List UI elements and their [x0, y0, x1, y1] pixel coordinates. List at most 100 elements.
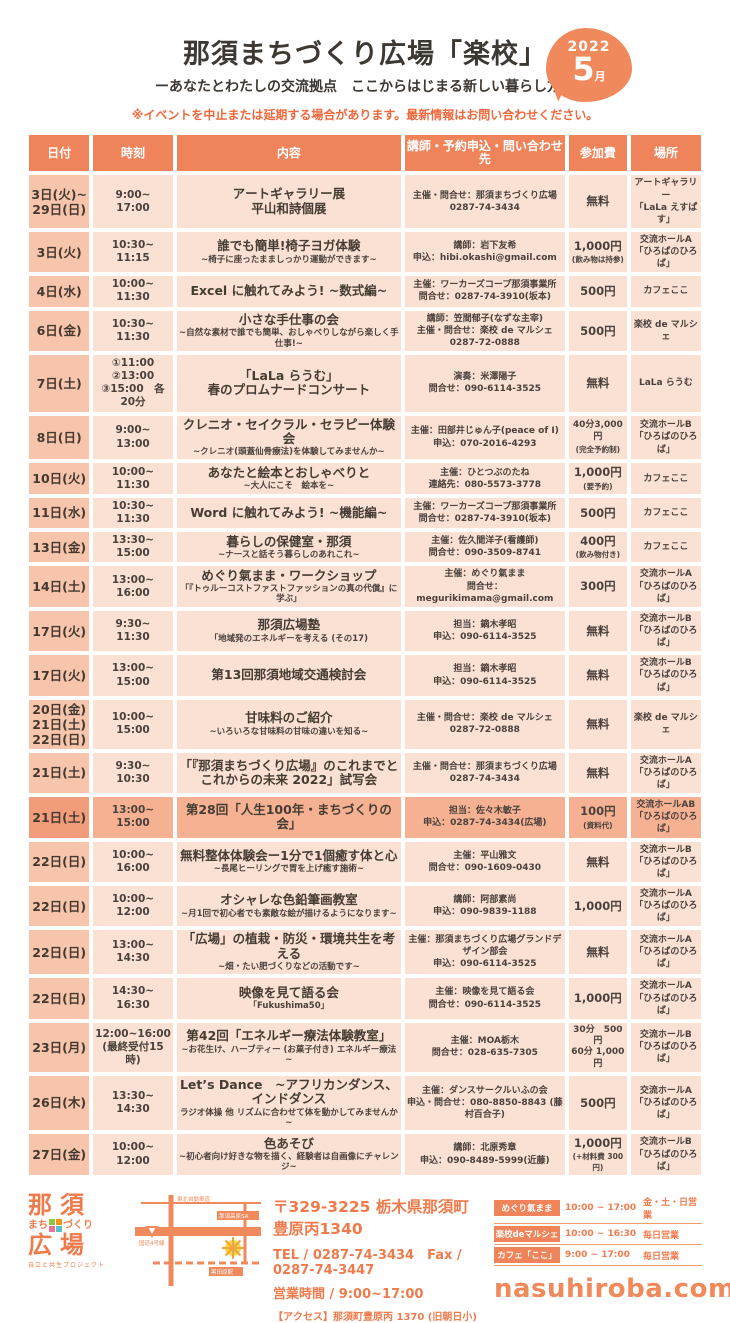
- table-row: 3日(火) 10:30~ 11:15 誰でも簡単!椅子ヨガ体験 ~椅子に座ったま…: [29, 231, 701, 273]
- svg-text:東北自動車道: 東北自動車道: [177, 1195, 211, 1203]
- table-row: 6日(金) 10:30~ 11:30 小さな手仕事の会 ~自然な素材で誰でも簡単…: [29, 310, 701, 352]
- event-title: めぐり氣まま・ワークショップ: [201, 567, 377, 583]
- event-content: 那須広場塾 「地域発のエネルギーを考える (その17): [176, 610, 401, 652]
- event-place: 交流ホールA 「ひろばのひろば」: [630, 752, 701, 794]
- event-description: ~大人にこそ 絵本を~: [243, 481, 335, 492]
- event-time: 10:00~ 12:00: [93, 1133, 173, 1176]
- event-place: 交流ホールB 「ひろばのひろば」: [630, 1022, 701, 1072]
- event-date: 22日(日): [29, 841, 90, 882]
- table-row: 20日(金) 21日(土) 22日(日) 10:00~ 15:00 甘味料のご紹…: [29, 699, 701, 749]
- event-title: 「広場」の植栽・防災・環境共生を考える: [182, 931, 396, 961]
- col-header-time: 時刻: [93, 135, 173, 172]
- business-hours: 営業時間 / 9:00~17:00: [273, 1287, 424, 1303]
- access-note: 【アクセス】那須町豊原丙 1370 (旧朝日小): [273, 1312, 477, 1323]
- table-row: 27日(金) 10:00~ 12:00 色あそび ~初心者向け好きな物を描く、経…: [29, 1133, 701, 1176]
- event-content: めぐり氣まま・ワークショップ 「『トゥルーコストファストファッションの真の代償』…: [176, 566, 401, 607]
- events-tbody: 3日(火)~ 29日(日) 9:00~ 17:00 アートギャラリー展 平山和詩…: [29, 175, 701, 1176]
- logo-mosaic-icon: [49, 1219, 62, 1233]
- event-date: 10日(火): [29, 463, 90, 494]
- event-fee-amount: 1,000円: [573, 465, 622, 480]
- event-fee-note: (要予約): [583, 481, 613, 491]
- table-row: 13日(金) 13:30~ 15:00 暮らしの保健室・那須 ~ナースと話そう暮…: [29, 532, 701, 563]
- event-date: 13日(金): [29, 532, 90, 563]
- event-title: 「LaLa らうむ」 春のプロムナードコンサート: [207, 367, 371, 398]
- event-place: カフェここ: [630, 463, 701, 494]
- event-fee-amount: 500円: [580, 505, 616, 520]
- event-fee-amount: 300円: [580, 579, 616, 594]
- event-fee: 500円: [568, 276, 627, 307]
- col-header-fee: 参加費: [568, 135, 627, 172]
- event-title: 那須広場塾: [257, 617, 321, 633]
- event-fee: 400円 (飲み物付き): [568, 532, 627, 563]
- event-time: 13:00~ 15:00: [93, 797, 173, 838]
- event-place: アートギャラリー 「LaLa えすぱす」: [630, 175, 701, 228]
- event-fee: 無料: [568, 752, 627, 794]
- event-fee: 1,000円: [568, 886, 627, 927]
- table-row: 22日(日) 13:00~ 14:30 「広場」の植栽・防災・環境共生を考える …: [29, 930, 701, 975]
- event-contact: 主催：田部井じゅん子(peace of I) 申込：070-2016-4293: [404, 415, 565, 460]
- event-content: 第13回那須地域交通検討会: [176, 655, 401, 696]
- table-row: 22日(日) 14:30~ 16:30 映像を見て語る会 「Fukushima5…: [29, 978, 701, 1019]
- event-content: Word に触れてみよう! ~機能編~: [176, 497, 401, 529]
- svg-text:国道4号線: 国道4号線: [139, 1239, 165, 1247]
- event-fee: 30分 500円 60分 1,000円: [568, 1022, 627, 1072]
- event-place: 交流ホールB 「ひろばのひろば」: [630, 610, 701, 652]
- event-time: 13:00~ 15:00: [93, 655, 173, 696]
- table-row: 21日(土) 9:30~ 10:30 「『那須まちづくり広場』のこれまでと これ…: [29, 752, 701, 794]
- page-title: 那須まちづくり広場「楽校」: [183, 39, 547, 70]
- event-date: 3日(火)~ 29日(日): [29, 175, 90, 228]
- event-content: 「広場」の植栽・防災・環境共生を考える ~畑・たい肥づくりなどの活動です~: [176, 930, 401, 975]
- event-fee: 100円 (資料代): [568, 797, 627, 838]
- event-place: 交流ホールB 「ひろばのひろば」: [630, 655, 701, 696]
- shop-days: 毎日営業: [643, 1230, 680, 1241]
- event-place: 交流ホールA 「ひろばのひろば」: [630, 1075, 701, 1130]
- event-contact: 演奏：米澤陽子 問合せ：090-6114-3525: [404, 355, 565, 412]
- event-fee-amount: 1,000円: [573, 899, 622, 914]
- tel-fax: TEL / 0287-74-3434 Fax / 0287-74-3447: [273, 1248, 462, 1279]
- event-contact: 主催：めぐり氣まま 問合せ：megurikimama@gmail.com: [404, 566, 565, 607]
- event-contact: 主催：MOA栃木 問合せ：028-635-7305: [404, 1022, 565, 1072]
- event-fee: 1,000円 (要予約): [568, 463, 627, 494]
- event-contact: 主催：平山雅文 問合せ：090-1609-0430: [404, 841, 565, 882]
- event-content: Let’s Dance ~アフリカンダンス、インドダンス ラジオ体操 他 リズム…: [176, 1075, 401, 1130]
- logo-line2: まち づくり: [28, 1219, 123, 1233]
- event-fee-note: (飲み物付き): [575, 550, 620, 560]
- event-description: ~いろいろな甘味料の甘味の違いを知る~: [209, 726, 369, 737]
- event-contact: 主催：ワーカーズコープ那須事業所 問合せ：0287-74-3910(坂本): [404, 497, 565, 529]
- event-date: 17日(火): [29, 610, 90, 652]
- event-fee-note: (資料代): [583, 820, 613, 830]
- event-contact: 担当：佐々木敏子 申込：0287-74-3434(広場): [404, 797, 565, 838]
- event-place: 交流ホールB 「ひろばのひろば」: [630, 415, 701, 460]
- event-place: カフェここ: [630, 276, 701, 307]
- event-fee-amount: 無料: [586, 854, 610, 869]
- event-fee-amount: 1,000円: [573, 238, 622, 253]
- event-title: 甘味料のご紹介: [245, 710, 333, 726]
- col-header-content: 内容: [176, 135, 401, 172]
- event-description: ラジオ体操 他 リズムに合わせて体を動かしてみませんか~: [179, 1107, 398, 1128]
- event-contact: 主催：佐久間洋子(看護師) 問合せ：090-3509-8741: [404, 532, 565, 563]
- event-date: 14日(土): [29, 566, 90, 607]
- shop-hours-table: めぐり氣まま 10:00 ~ 17:00 金・土・日営業 楽校deマルシェ 10…: [494, 1193, 730, 1305]
- event-time: 13:00~ 14:30: [93, 930, 173, 975]
- event-place: 交流ホールA 「ひろばのひろば」: [630, 930, 701, 975]
- website-url: nasuhiroba.com: [494, 1274, 730, 1305]
- event-place: 交流ホールB 「ひろばのひろば」: [630, 1133, 701, 1176]
- event-date: 8日(日): [29, 415, 90, 460]
- badge-year: 2022: [567, 39, 611, 55]
- table-row: 7日(土) ①11:00 ②13:00 ③15:00 各20分 「LaLa らう…: [29, 355, 701, 412]
- event-fee-amount: 40分3,000円: [572, 420, 623, 442]
- event-title: Word に触れてみよう! ~機能編~: [190, 504, 388, 520]
- table-row: 17日(火) 13:00~ 15:00 第13回那須地域交通検討会 担当：鏑木孝…: [29, 655, 701, 696]
- logo-line3: 広場: [28, 1231, 92, 1260]
- event-fee-amount: 無料: [586, 194, 610, 209]
- badge-month: 5月: [572, 50, 606, 88]
- event-fee-note: (+材料費 300円): [572, 1152, 624, 1173]
- event-time: 10:30~ 11:30: [93, 310, 173, 352]
- col-header-date: 日付: [29, 135, 90, 172]
- event-title: 誰でも簡単!椅子ヨガ体験: [217, 238, 361, 254]
- event-time: 9:30~ 10:30: [93, 752, 173, 794]
- table-row: 26日(木) 13:30~ 14:30 Let’s Dance ~アフリカンダン…: [29, 1075, 701, 1130]
- event-date: 22日(日): [29, 978, 90, 1019]
- event-fee: 1,000円: [568, 978, 627, 1019]
- table-row: 22日(日) 10:00~ 12:00 オシャレな色鉛筆画教室 ~月1回で初心者…: [29, 886, 701, 927]
